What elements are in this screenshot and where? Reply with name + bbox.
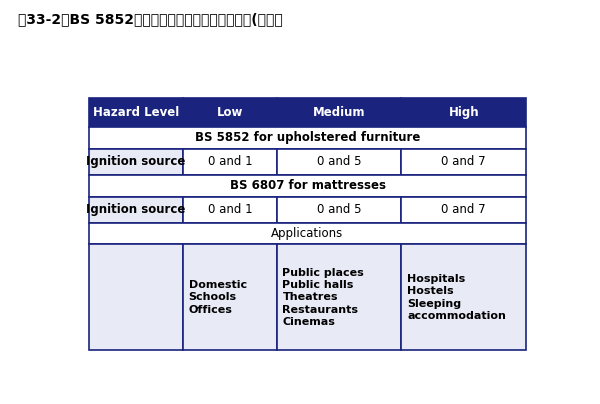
Text: Hazard Level: Hazard Level xyxy=(93,106,179,119)
Text: 図33-2　BS 5852基準による着火源の種類と適用(英国）: 図33-2 BS 5852基準による着火源の種類と適用(英国） xyxy=(18,12,283,26)
Bar xyxy=(89,149,183,175)
Text: Ignition source: Ignition source xyxy=(86,156,185,168)
Text: High: High xyxy=(448,106,479,119)
Bar xyxy=(277,244,401,350)
Text: 0 and 1: 0 and 1 xyxy=(208,203,252,216)
Bar xyxy=(401,149,526,175)
Bar xyxy=(89,175,526,196)
Bar xyxy=(89,244,183,350)
Text: 0 and 7: 0 and 7 xyxy=(442,203,486,216)
Text: Ignition source: Ignition source xyxy=(86,203,185,216)
Bar xyxy=(89,98,183,127)
Text: Hospitals
Hostels
Sleeping
accommodation: Hospitals Hostels Sleeping accommodation xyxy=(407,274,506,321)
Bar xyxy=(89,196,183,223)
Text: BS 5852 for upholstered furniture: BS 5852 for upholstered furniture xyxy=(195,131,420,145)
Text: 0 and 5: 0 and 5 xyxy=(317,156,361,168)
Text: Low: Low xyxy=(217,106,243,119)
Bar xyxy=(277,196,401,223)
Text: 0 and 1: 0 and 1 xyxy=(208,156,252,168)
Text: 0 and 7: 0 and 7 xyxy=(442,156,486,168)
Bar xyxy=(401,244,526,350)
Text: BS 6807 for mattresses: BS 6807 for mattresses xyxy=(229,179,386,192)
Bar xyxy=(183,98,277,127)
Text: Applications: Applications xyxy=(271,227,344,240)
Bar xyxy=(277,98,401,127)
Text: Medium: Medium xyxy=(313,106,365,119)
Bar xyxy=(89,127,526,149)
Text: Public places
Public halls
Theatres
Restaurants
Cinemas: Public places Public halls Theatres Rest… xyxy=(283,267,364,327)
Text: Domestic
Schools
Offices: Domestic Schools Offices xyxy=(188,280,247,315)
Text: 0 and 5: 0 and 5 xyxy=(317,203,361,216)
Bar xyxy=(183,244,277,350)
Bar xyxy=(183,196,277,223)
Bar xyxy=(277,149,401,175)
Bar xyxy=(183,149,277,175)
Bar xyxy=(89,223,526,244)
Bar xyxy=(401,98,526,127)
Bar xyxy=(401,196,526,223)
